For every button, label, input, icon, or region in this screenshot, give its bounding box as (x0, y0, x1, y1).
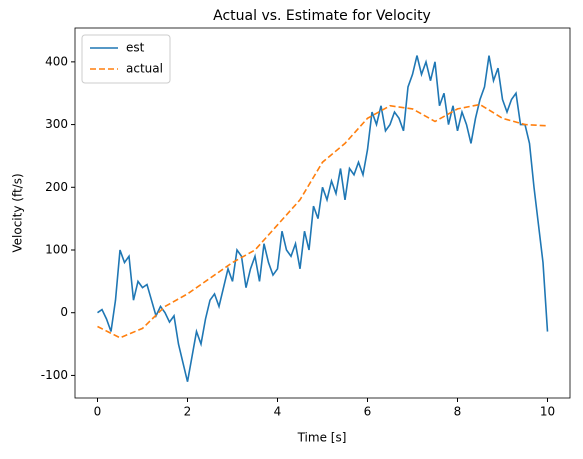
x-tick-label: 6 (364, 405, 372, 419)
plot-frame (74, 27, 571, 399)
y-tick-label: 0 (60, 305, 68, 319)
y-tick-label: 200 (45, 180, 68, 194)
x-tick-label: 4 (274, 405, 282, 419)
x-tick-label: 10 (540, 405, 555, 419)
line-series (97, 103, 548, 339)
y-axis-label: Velocity (ft/s) (11, 173, 25, 252)
y-tick-label: 100 (45, 243, 68, 257)
legend-label: actual (126, 62, 163, 76)
chart-title: Actual vs. Estimate for Velocity (213, 8, 431, 24)
x-tick-label: 8 (454, 405, 462, 419)
legend-box (81, 34, 171, 84)
x-axis-label: Time [s] (297, 431, 347, 445)
x-tick-label: 2 (184, 405, 192, 419)
x-tick-label: 0 (94, 405, 102, 419)
legend-label: est (126, 41, 145, 55)
y-tick-label: 400 (45, 54, 68, 68)
y-tick-label: -100 (41, 368, 68, 382)
line-series (97, 55, 549, 382)
y-tick-label: 300 (45, 117, 68, 131)
